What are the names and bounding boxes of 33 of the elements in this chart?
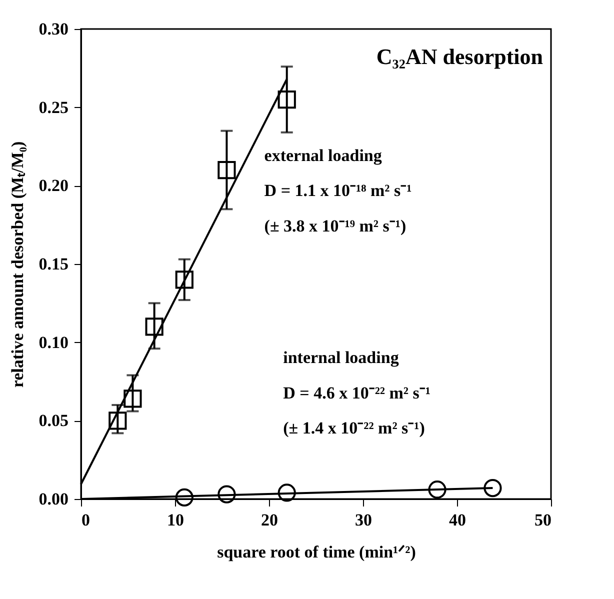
y-axis-title: relative amount desorbed (Mₜ/M₀) bbox=[8, 141, 27, 388]
point bbox=[145, 318, 164, 336]
annotation: D = 1.1 x 10⁻¹⁸ m² s⁻¹ bbox=[264, 181, 412, 200]
y-tick-label: 0.25 bbox=[38, 98, 68, 117]
point bbox=[218, 485, 236, 504]
x-tick-label: 40 bbox=[449, 510, 466, 530]
x-tick-label: 20 bbox=[261, 510, 278, 530]
point bbox=[278, 484, 296, 502]
annotation: C₃₂AN desorption bbox=[376, 44, 543, 70]
x-tick-label: 30 bbox=[355, 510, 372, 530]
point bbox=[428, 480, 446, 499]
annotation: (± 1.4 x 10⁻²² m² s⁻¹) bbox=[283, 418, 425, 438]
y-tick-label: 0.05 bbox=[38, 411, 68, 430]
y-tick-label: 0.00 bbox=[38, 490, 68, 508]
x-tick-label: 50 bbox=[534, 510, 552, 530]
x-axis-title: square root of time (min¹ᐟ²) bbox=[217, 542, 416, 562]
point bbox=[124, 390, 142, 408]
y-tick-label: 0.15 bbox=[38, 254, 68, 274]
point bbox=[175, 270, 194, 289]
point bbox=[108, 412, 127, 430]
annotation: (± 3.8 x 10⁻¹⁹ m² s⁻¹) bbox=[264, 216, 406, 236]
annotation: external loading bbox=[264, 146, 382, 165]
annotation: internal loading bbox=[283, 348, 400, 367]
y-tick-label: 0.20 bbox=[38, 176, 68, 196]
annotation: D = 4.6 x 10⁻²² m² s⁻¹ bbox=[283, 383, 430, 402]
point bbox=[218, 160, 236, 180]
x-tick-label: 10 bbox=[167, 510, 184, 530]
point bbox=[484, 478, 502, 498]
point bbox=[175, 488, 194, 506]
x-tick-label: 0 bbox=[82, 510, 90, 530]
y-tick-label: 0.30 bbox=[38, 20, 68, 38]
point bbox=[278, 90, 296, 109]
y-tick-label: 0.10 bbox=[38, 332, 68, 352]
